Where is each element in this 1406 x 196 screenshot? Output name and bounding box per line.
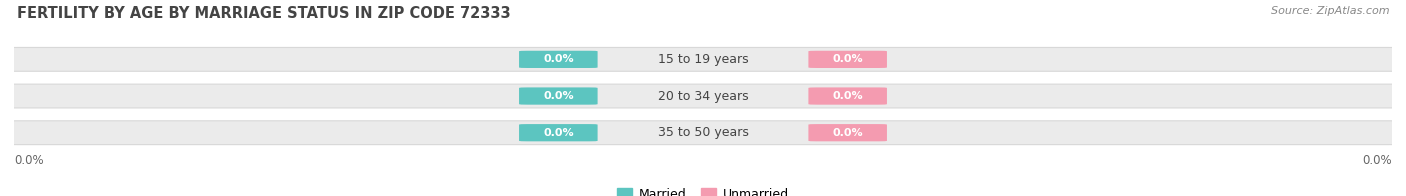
FancyBboxPatch shape bbox=[808, 51, 887, 68]
Text: 0.0%: 0.0% bbox=[832, 91, 863, 101]
Text: 0.0%: 0.0% bbox=[14, 154, 44, 167]
FancyBboxPatch shape bbox=[519, 124, 598, 141]
Text: 0.0%: 0.0% bbox=[832, 54, 863, 64]
Text: 0.0%: 0.0% bbox=[543, 91, 574, 101]
Text: 20 to 34 years: 20 to 34 years bbox=[658, 90, 748, 103]
Text: 0.0%: 0.0% bbox=[1362, 154, 1392, 167]
Text: Source: ZipAtlas.com: Source: ZipAtlas.com bbox=[1271, 6, 1389, 16]
FancyBboxPatch shape bbox=[808, 124, 887, 141]
Text: 35 to 50 years: 35 to 50 years bbox=[658, 126, 748, 139]
FancyBboxPatch shape bbox=[0, 84, 1406, 108]
FancyBboxPatch shape bbox=[519, 51, 598, 68]
FancyBboxPatch shape bbox=[0, 47, 1406, 71]
FancyBboxPatch shape bbox=[519, 87, 598, 105]
FancyBboxPatch shape bbox=[808, 87, 887, 105]
Text: 0.0%: 0.0% bbox=[543, 128, 574, 138]
Text: 0.0%: 0.0% bbox=[543, 54, 574, 64]
Legend: Married, Unmarried: Married, Unmarried bbox=[612, 183, 794, 196]
FancyBboxPatch shape bbox=[0, 121, 1406, 145]
Text: 0.0%: 0.0% bbox=[832, 128, 863, 138]
Text: 15 to 19 years: 15 to 19 years bbox=[658, 53, 748, 66]
Text: FERTILITY BY AGE BY MARRIAGE STATUS IN ZIP CODE 72333: FERTILITY BY AGE BY MARRIAGE STATUS IN Z… bbox=[17, 6, 510, 21]
